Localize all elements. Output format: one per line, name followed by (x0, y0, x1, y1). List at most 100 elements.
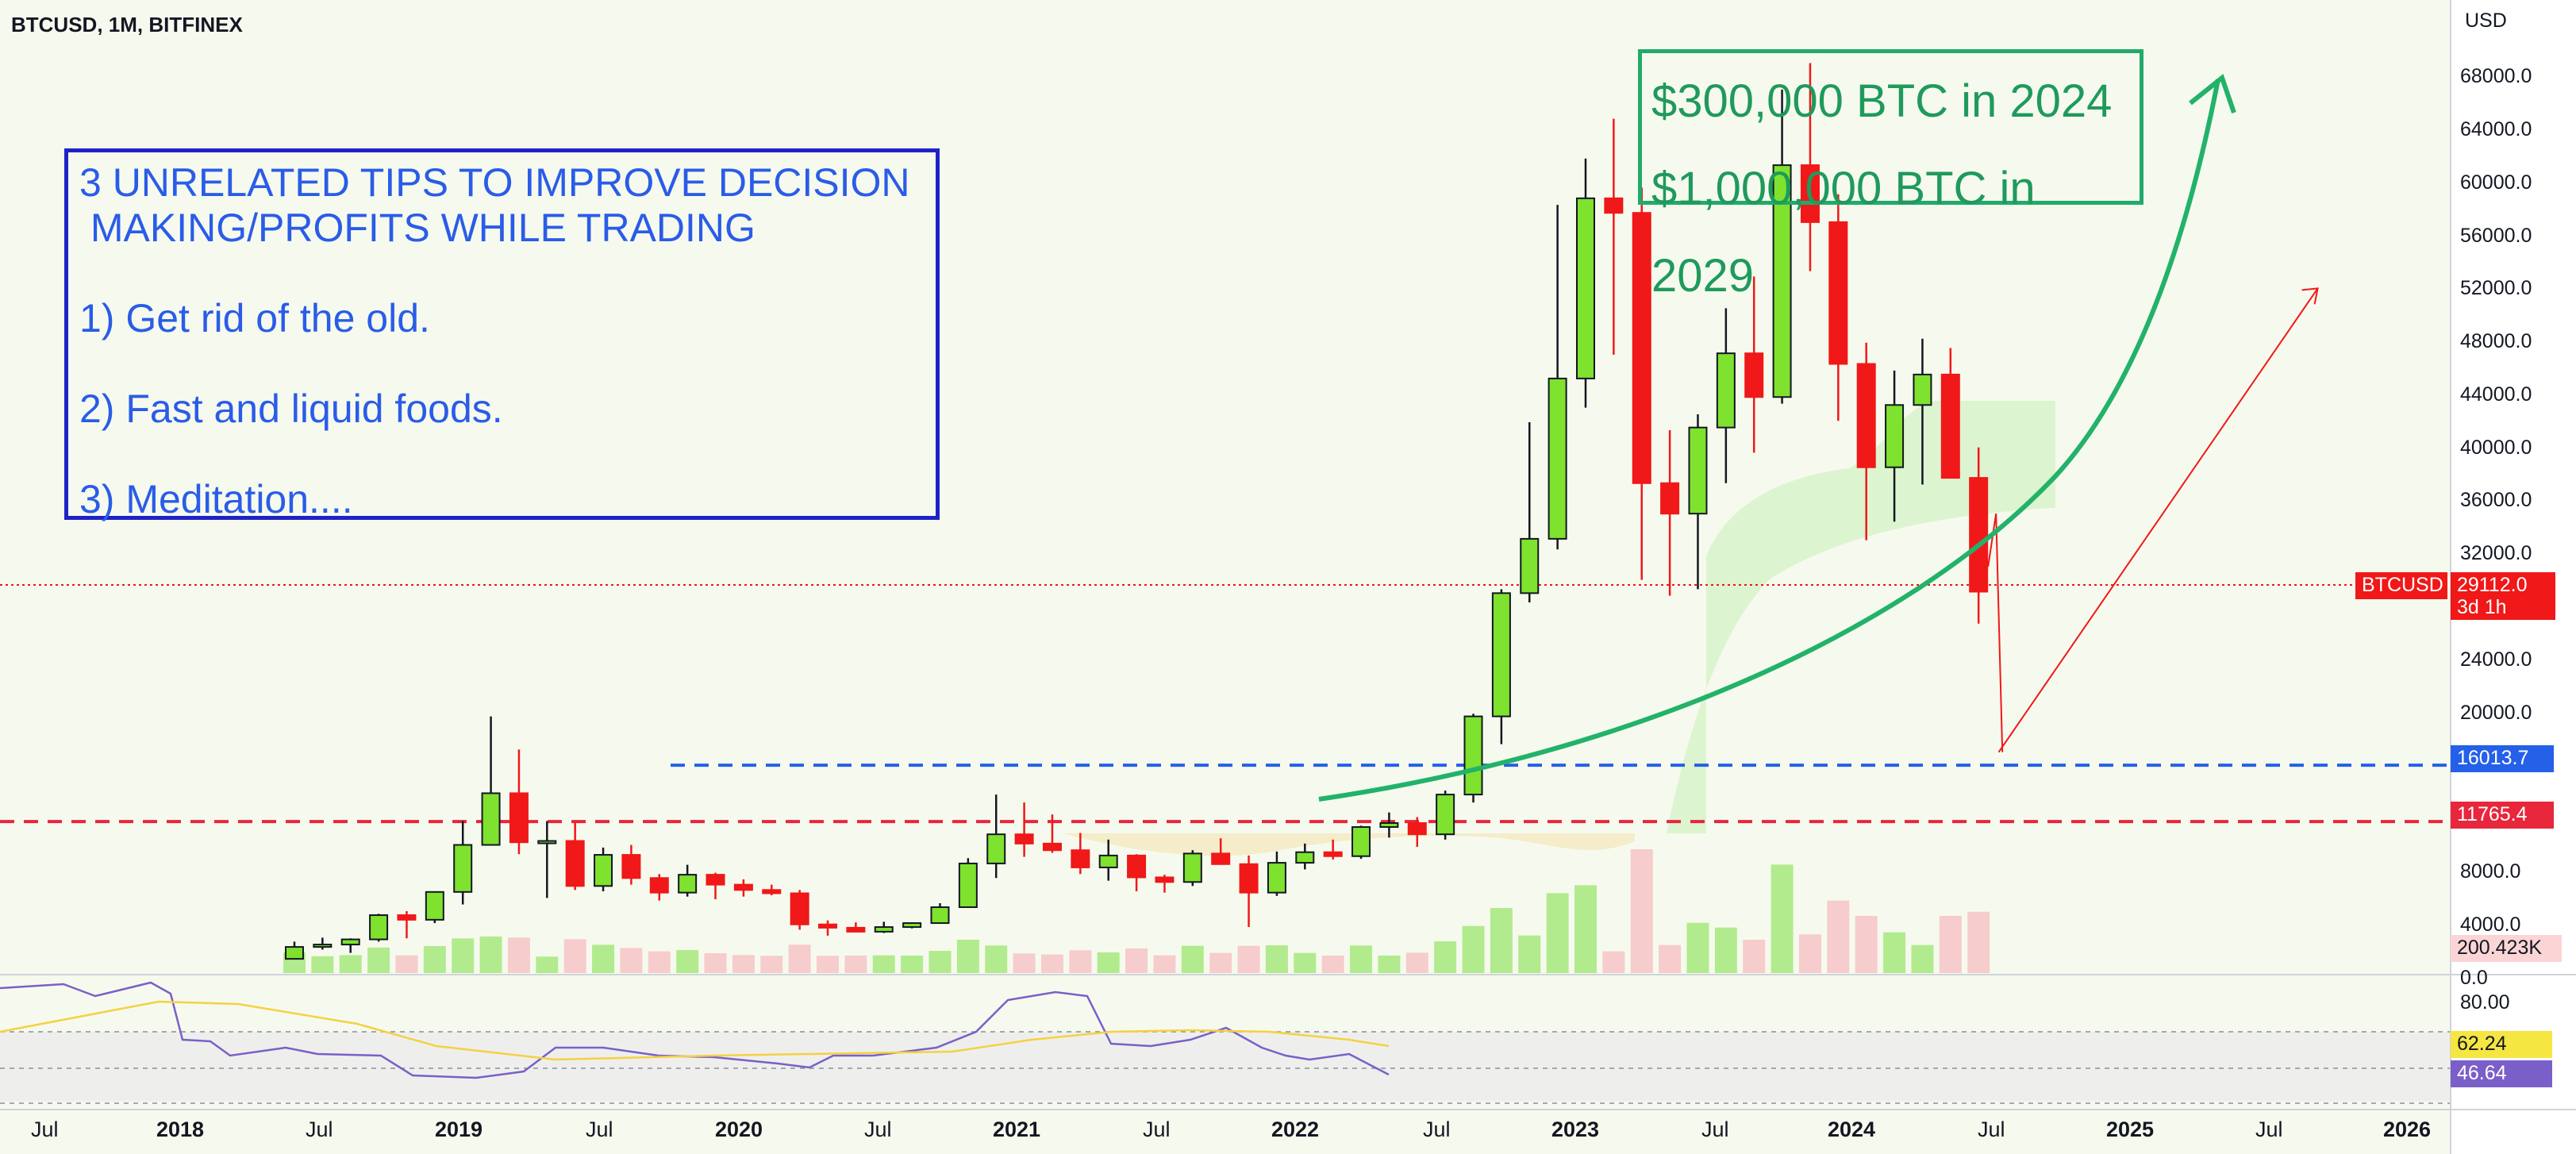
volume-bar (1574, 885, 1597, 973)
candle-body (986, 833, 1006, 864)
year-tick-label: 2025 (2106, 1117, 2155, 1141)
candlesticks (284, 63, 1989, 960)
price-tick-label: 8000.0 (2460, 860, 2521, 883)
last-price-badge: 29112.0 3d 1h (2451, 572, 2555, 620)
bar-countdown: 3d 1h (2457, 596, 2507, 618)
volume-bar (929, 951, 952, 973)
month-tick-label: Jul (2255, 1117, 2283, 1141)
rsi-ma-line (0, 1000, 1390, 1061)
drop-projection (1987, 514, 2004, 752)
candle-body (1772, 164, 1792, 398)
candle-body (678, 874, 698, 894)
month-tick-label: Jul (1143, 1117, 1171, 1141)
candle-body (369, 914, 389, 941)
month-tick-label: Jul (586, 1117, 613, 1141)
candle-body (1014, 833, 1034, 844)
tips-line: 3) Meditation.... (79, 477, 353, 521)
candle-body (1548, 377, 1567, 540)
volume-bar (901, 956, 924, 973)
year-tick-label: 2026 (2383, 1117, 2432, 1141)
candle-body (425, 891, 444, 921)
candle-body (1351, 826, 1371, 857)
candle-body (397, 914, 417, 921)
volume-bar (592, 944, 615, 973)
volume-bar (648, 951, 671, 973)
candle-body (1127, 854, 1147, 879)
candle-body (1716, 352, 1736, 429)
tips-annotation[interactable]: 3 UNRELATED TIPS TO IMPROVE DECISION MAK… (64, 148, 940, 521)
volume-bar (311, 956, 334, 973)
volume-bar (367, 947, 390, 973)
candle-body (284, 946, 304, 960)
volume-bar (1630, 849, 1653, 973)
volume-bar (1434, 941, 1457, 973)
candle-body (481, 792, 501, 846)
candle-body (930, 906, 950, 925)
volume-bar (1350, 945, 1373, 973)
candle-body (1098, 854, 1118, 868)
volume-bar (1771, 864, 1794, 973)
candle-body (1042, 842, 1062, 852)
candle-body (1463, 715, 1483, 796)
candle-body (874, 926, 894, 933)
tips-line: 1) Get rid of the old. (79, 296, 430, 340)
volume-bar (1265, 945, 1288, 973)
month-tick-label: Jul (306, 1117, 333, 1141)
price-target-annotation[interactable]: $300,000 BTC in 2024 $1,000,000 BTC in 2… (1638, 49, 2143, 302)
candle-body (706, 874, 725, 886)
price-tick-label: 20000.0 (2460, 701, 2532, 724)
price-tick-label: 56000.0 (2460, 224, 2532, 247)
candle-body (1407, 822, 1427, 836)
volume-bar (1097, 952, 1120, 973)
price-tick-label: 40000.0 (2460, 436, 2532, 459)
year-tick-label: 2020 (715, 1117, 763, 1141)
year-tick-label: 2024 (1828, 1117, 1876, 1141)
candle-body (902, 922, 922, 929)
candle-body (1379, 822, 1399, 829)
volume-bar (1518, 935, 1541, 973)
candle-body (1267, 862, 1286, 894)
symbol-title[interactable]: BTCUSD, 1M, BITFINEX (11, 13, 243, 37)
volume-bar (1013, 953, 1036, 973)
volume-bar (1855, 916, 1878, 973)
volume-bar (563, 939, 586, 973)
candle-body (649, 877, 669, 894)
rsi-ma-badge: 62.24 (2451, 1031, 2552, 1058)
candle-body (537, 840, 557, 844)
year-tick-label: 2018 (156, 1117, 205, 1141)
volume-bar (1040, 954, 1063, 973)
volume-bar (1798, 934, 1821, 973)
volume-bar (423, 946, 446, 973)
volume-bar (395, 955, 418, 973)
volume-bar (1883, 932, 1906, 973)
volume-bar (620, 948, 643, 973)
tips-line: MAKING/PROFITS WHILE TRADING (79, 206, 755, 250)
candle-body (1828, 221, 1848, 365)
candle-body (565, 840, 585, 887)
volume-bar (1378, 956, 1401, 973)
volume-bar (732, 955, 755, 973)
volume-bar (704, 953, 727, 973)
volume-bars (283, 849, 1990, 973)
candle-body (1660, 482, 1680, 515)
candle-body (790, 892, 809, 925)
volume-bar (1125, 948, 1148, 973)
rsi-line (0, 981, 1390, 1079)
volume-bar (339, 955, 362, 973)
candle-body (313, 944, 333, 948)
volume-bar (1490, 908, 1513, 973)
volume-bar (479, 937, 502, 973)
volume-bar (1939, 916, 1962, 973)
candle-body (340, 938, 360, 946)
volume-bar (676, 950, 699, 973)
volume-bar (1321, 956, 1344, 973)
tips-line: 2) Fast and liquid foods. (79, 387, 503, 431)
level-lines (0, 584, 2451, 824)
year-tick-label: 2023 (1551, 1117, 1600, 1141)
price-tick-label: 60000.0 (2460, 171, 2532, 194)
volume-bar (872, 955, 895, 973)
candle-body (1182, 852, 1202, 883)
price-tick-label: 36000.0 (2460, 489, 2532, 512)
